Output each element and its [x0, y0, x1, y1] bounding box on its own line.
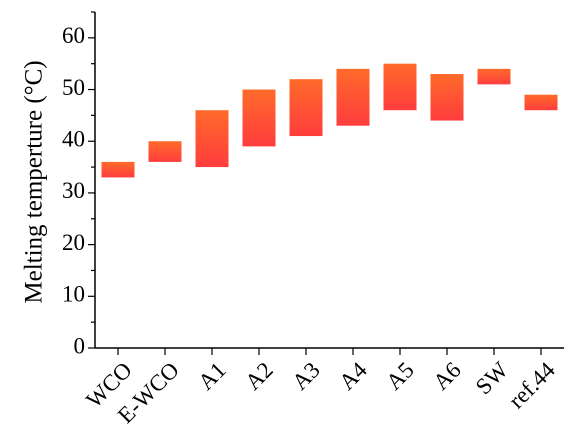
- bar-e-wco: [148, 141, 182, 162]
- x-tick-label: A4: [334, 357, 372, 395]
- x-tick-label: A1: [193, 357, 231, 395]
- y-tick-label: 20: [62, 230, 85, 255]
- y-axis-title: Melting temperture (°C): [21, 60, 48, 303]
- bar-a4: [336, 68, 370, 126]
- y-tick-label: 10: [62, 282, 85, 307]
- x-tick-label: ref.44: [504, 357, 560, 413]
- bar-a3: [289, 79, 323, 137]
- y-tick-label: 60: [62, 23, 85, 48]
- bar-ref-44: [524, 94, 558, 111]
- bar-a6: [430, 74, 464, 121]
- x-tick-label: A3: [287, 357, 325, 395]
- bar-sw: [477, 68, 511, 85]
- bar-a2: [242, 89, 276, 147]
- bar-a5: [383, 63, 417, 111]
- y-tick-label: 50: [62, 75, 85, 100]
- x-tick-label: A5: [381, 357, 419, 395]
- y-tick-label: 40: [62, 127, 85, 152]
- y-tick-label: 0: [74, 333, 86, 358]
- x-tick-label: A2: [240, 357, 278, 395]
- bar-a1: [195, 110, 229, 168]
- x-tick-label: A6: [428, 357, 466, 395]
- bar-wco: [101, 161, 135, 178]
- y-tick-label: 30: [62, 178, 85, 203]
